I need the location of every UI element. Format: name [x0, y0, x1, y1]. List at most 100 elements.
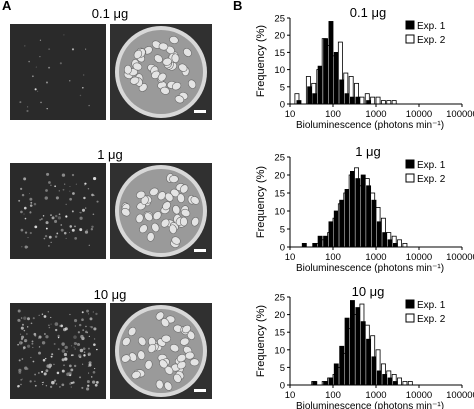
y-axis-label-1: Frequency (%)	[255, 166, 267, 238]
bar-1-0-4	[323, 235, 329, 248]
y-tick-label-2-3: 15	[274, 328, 285, 339]
y-tick-label-2-0: 0	[280, 381, 285, 392]
bar-1-0-8	[344, 188, 350, 248]
bar-0-0-7	[328, 21, 334, 105]
x-tick-label-2-0: 10	[285, 390, 296, 401]
x-axis-label-1: Bioluminescence (photons min⁻¹)	[296, 263, 444, 274]
bar-2-0-12	[371, 356, 377, 386]
legend-label-0-1: Exp. 2	[417, 35, 446, 46]
bar-0-0-6	[323, 38, 329, 105]
y-tick-label-1-1: 5	[280, 225, 285, 236]
bar-2-0-1	[312, 381, 318, 386]
legend-swatch-0-0	[405, 20, 415, 30]
dose-label-2: 10 μg	[93, 287, 127, 302]
bar-0-1-18	[391, 100, 397, 105]
bar-0-0-5	[317, 65, 323, 105]
y-tick-label-0-3: 15	[274, 48, 285, 59]
bar-0-0-11	[350, 96, 355, 105]
bar-1-1-18	[402, 242, 408, 248]
bar-2-0-6	[339, 345, 345, 386]
bar-2-1-17	[402, 381, 408, 386]
dose-label-0: 0.1 μg	[91, 6, 129, 21]
bar-1-0-11	[360, 174, 366, 248]
bar-1-0-13	[371, 199, 377, 248]
bar-1-0-17	[393, 242, 398, 248]
bar-2-0-16	[393, 381, 398, 386]
y-tick-label-2-4: 20	[274, 310, 285, 321]
histogram-2: 10 μg 0 5 10 15 20 25 10 100 1000 10000 100000Biolu…	[255, 284, 474, 409]
bar-2-0-13	[376, 370, 382, 386]
x-tick-label-2-2: 1000	[365, 390, 386, 401]
plate-photo-0	[110, 24, 212, 120]
bar-2-0-5	[333, 363, 339, 386]
x-tick-label-0-4: 100000	[446, 109, 474, 120]
y-tick-label-0-5: 25	[274, 14, 285, 25]
bar-0-0-1	[296, 100, 302, 105]
bar-0-0-3	[307, 86, 313, 105]
y-tick-label-2-1: 5	[280, 363, 285, 374]
histogram-1: 1 μg 0 5 10 15 20 25 10 100 1000 10000 100000Biolum…	[255, 144, 474, 274]
x-tick-label-1-0: 10	[285, 252, 296, 263]
bar-2-0-3	[323, 381, 329, 386]
bar-0-0-4	[312, 93, 318, 105]
legend-label-1-0: Exp. 1	[417, 160, 446, 171]
plate-photo-2	[110, 303, 212, 399]
y-tick-label-2-2: 10	[274, 345, 285, 356]
dose-label-1: 1 μg	[97, 147, 123, 162]
y-tick-label-1-0: 0	[280, 243, 285, 254]
legend-label-2-0: Exp. 1	[417, 300, 446, 311]
legend-label-2-1: Exp. 2	[417, 314, 446, 325]
bar-2-0-8	[350, 300, 355, 386]
bar-1-0-0	[301, 242, 307, 248]
luminescence-image-2	[10, 303, 106, 399]
bar-0-0-10	[344, 93, 350, 105]
plate-photo-1	[110, 163, 212, 259]
legend-label-1-1: Exp. 2	[417, 174, 446, 185]
x-tick-label-2-1: 100	[325, 390, 341, 401]
x-tick-label-0-0: 10	[285, 109, 296, 120]
legend-swatch-1-1	[405, 173, 415, 183]
x-tick-label-0-1: 100	[325, 109, 341, 120]
histogram-title-1: 1 μg	[355, 144, 381, 159]
bar-1-0-10	[355, 178, 361, 248]
luminescence-image-0	[10, 24, 106, 120]
bar-1-0-14	[376, 221, 382, 248]
bar-0-0-9	[339, 79, 345, 105]
bar-0-1-16	[380, 100, 386, 105]
histogram-title-2: 10 μg	[352, 284, 385, 299]
bar-2-0-4	[328, 377, 334, 386]
y-tick-label-1-5: 25	[274, 153, 285, 164]
y-tick-label-0-1: 5	[280, 82, 285, 93]
legend-swatch-2-0	[405, 299, 415, 309]
y-axis-label-0: Frequency (%)	[255, 25, 267, 97]
bar-1-0-12	[366, 185, 372, 248]
y-tick-label-1-2: 10	[274, 207, 285, 218]
bar-2-0-10	[360, 321, 366, 386]
y-tick-label-0-0: 0	[280, 100, 285, 111]
x-tick-label-1-3: 10000	[406, 252, 432, 263]
bar-1-0-5	[328, 221, 334, 248]
bar-1-0-9	[350, 170, 355, 248]
histogram-title-0: 0.1 μg	[350, 5, 386, 20]
bar-0-1-15	[375, 96, 381, 105]
legend-label-0-0: Exp. 1	[417, 21, 446, 32]
bar-2-0-11	[366, 338, 372, 386]
x-tick-label-1-2: 1000	[365, 252, 386, 263]
panel-letter-b: B	[233, 0, 243, 13]
x-tick-label-1-4: 100000	[446, 252, 474, 263]
panel-letter-a: A	[2, 0, 12, 13]
y-tick-label-1-3: 15	[274, 189, 285, 200]
bar-0-1-14	[370, 96, 376, 105]
x-axis-label-2: Bioluminescence (photons min⁻¹)	[296, 401, 444, 409]
bar-2-0-9	[355, 307, 361, 386]
bar-1-0-2	[312, 242, 318, 248]
histogram-0: 0.1 μg 0 5 10 15 20 25 10 100 1000 10000 100000Biol…	[255, 5, 474, 131]
x-tick-label-0-3: 10000	[406, 109, 432, 120]
bar-1-0-16	[387, 239, 393, 248]
x-tick-label-1-1: 100	[325, 252, 341, 263]
x-axis-label-0: Bioluminescence (photons min⁻¹)	[296, 120, 444, 131]
bar-0-0-8	[333, 52, 339, 105]
y-tick-label-1-4: 20	[274, 171, 285, 182]
x-tick-label-2-3: 10000	[406, 390, 432, 401]
